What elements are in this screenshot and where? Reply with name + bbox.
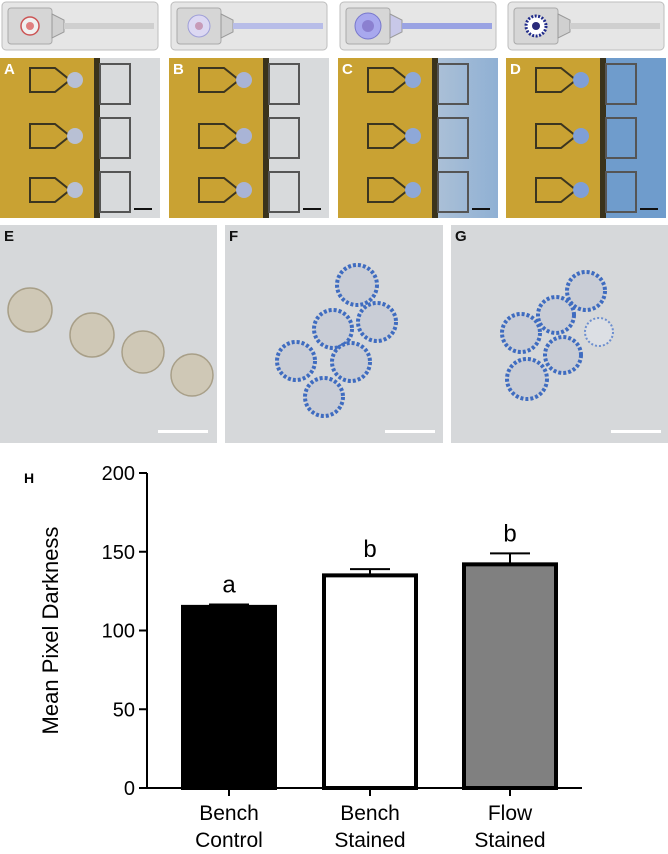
micrograph-panel-e: E xyxy=(0,225,217,443)
y-tick-label: 150 xyxy=(102,542,135,564)
chip-panel-b: B xyxy=(169,58,329,218)
bar-chart: Mean Pixel Darkness a b b 0 50 100 150 200 Ben… xyxy=(38,463,582,852)
y-tick-label: 100 xyxy=(102,621,135,643)
x-tick-label: Bench xyxy=(340,802,400,825)
chip-photo-b xyxy=(169,58,329,218)
micrograph-panel-g: G xyxy=(451,225,668,443)
tick-labels: 0 50 100 150 200 xyxy=(102,463,135,800)
chip-photo-c xyxy=(338,58,498,218)
panel-label-h: H xyxy=(24,470,35,486)
bar-0 xyxy=(181,604,277,790)
significance-label-1: b xyxy=(363,536,376,563)
panel-label-f: F xyxy=(229,228,239,245)
micrograph-photo-f xyxy=(225,225,443,443)
bars: a b b xyxy=(181,520,558,790)
category-labels: Bench Control Bench Stained Flow Stained xyxy=(195,802,545,852)
y-axis xyxy=(139,472,148,789)
chip-photo-a xyxy=(0,58,160,218)
device-diagram-b xyxy=(170,1,328,51)
chip-panel-a: A xyxy=(0,58,160,218)
panel-label-e: E xyxy=(4,228,15,245)
y-tick-label: 200 xyxy=(102,463,135,485)
panel-label-g: G xyxy=(455,228,467,245)
micrograph-photo-g xyxy=(451,225,668,443)
panel-label-a: A xyxy=(4,61,15,78)
x-tick-label: Flow xyxy=(488,802,533,825)
device-diagram-a xyxy=(1,1,159,51)
bar-2 xyxy=(462,562,558,790)
bar-1 xyxy=(322,573,418,790)
y-axis-title: Mean Pixel Darkness xyxy=(38,527,63,735)
panel-label-b: B xyxy=(173,61,184,78)
chip-photo-d xyxy=(506,58,666,218)
panel-label-c: C xyxy=(342,61,353,78)
panel-label-d: D xyxy=(510,61,521,78)
micrograph-panel-f: F xyxy=(225,225,443,443)
significance-label-2: b xyxy=(503,520,516,547)
chip-panel-c: C xyxy=(338,58,498,218)
significance-label-0: a xyxy=(222,572,236,599)
x-tick-label: Bench xyxy=(199,802,259,825)
x-tick-label: Stained xyxy=(474,829,545,852)
chip-panel-d: D xyxy=(506,58,666,218)
x-tick-label: Stained xyxy=(334,829,405,852)
x-tick-label: Control xyxy=(195,829,263,852)
y-tick-label: 50 xyxy=(113,699,135,721)
micrograph-photo-e xyxy=(0,225,217,443)
device-diagram-c xyxy=(339,1,497,51)
device-diagram-d xyxy=(507,1,665,51)
y-tick-label: 0 xyxy=(124,778,135,800)
